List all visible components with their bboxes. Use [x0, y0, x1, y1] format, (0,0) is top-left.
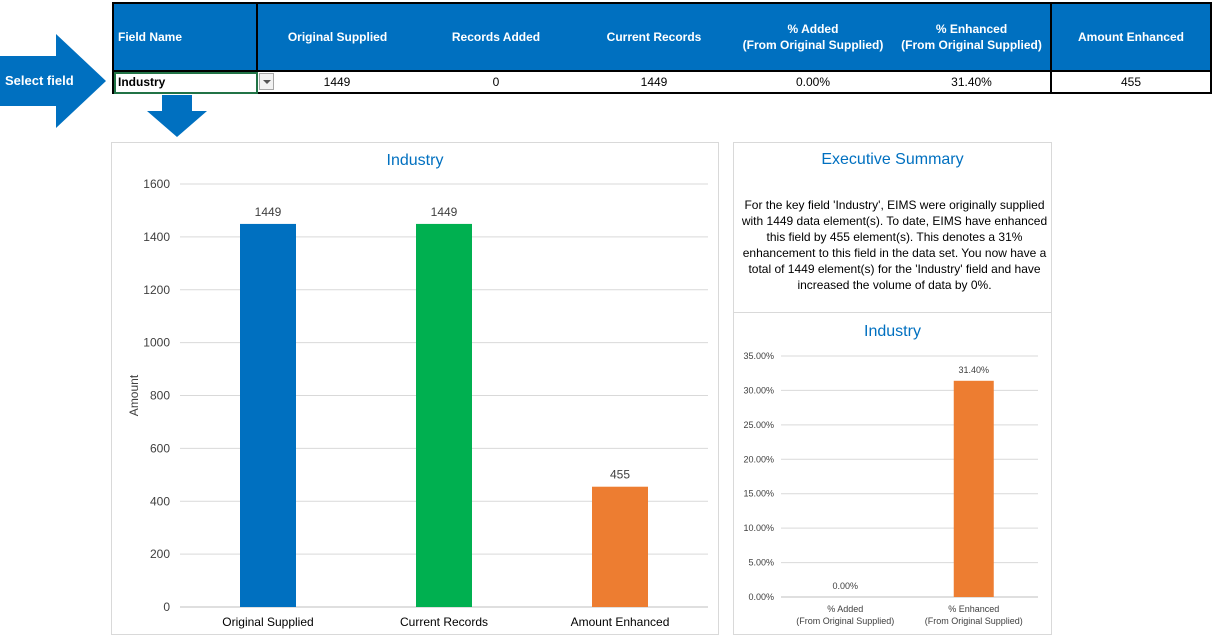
cell-pct-added: 0.00%	[733, 70, 893, 94]
percent-chart-svg: 0.00% 5.00% 10.00% 15.00% 20.00% 25.00% 30.00%…	[743, 351, 1038, 626]
y-tick-label: 0	[163, 600, 170, 614]
header-pct-enhanced-line1: % Enhanced	[935, 22, 1008, 36]
summary-text: For the key field 'Industry', EIMS were …	[741, 198, 1048, 292]
header-current-records: Current Records	[575, 2, 733, 71]
y-tick-label: 1200	[143, 283, 170, 297]
data-label: 455	[610, 468, 630, 482]
field-select-value: Industry	[118, 75, 166, 89]
cell-records-added: 0	[417, 70, 575, 94]
chevron-down-icon[interactable]	[259, 73, 274, 90]
y-tick-label: 1600	[143, 177, 170, 191]
y-tick-label: 5.00%	[748, 558, 774, 568]
percent-chart-title: Industry	[864, 323, 921, 340]
bar	[592, 486, 648, 607]
x-tick-label: Current Records	[400, 615, 488, 629]
cell-amount-enhanced: 455	[1051, 70, 1212, 94]
cell-pct-enhanced: 31.40%	[893, 70, 1052, 94]
y-tick-label: 10.00%	[743, 523, 774, 533]
bar	[240, 223, 296, 607]
data-label: 31.40%	[958, 365, 989, 375]
y-tick-label: 15.00%	[743, 489, 774, 499]
y-tick-label: 200	[150, 547, 170, 561]
y-axis-label: Amount	[127, 374, 141, 416]
data-label: 0.00%	[832, 581, 858, 591]
header-pct-enhanced-line2: (From Original Supplied)	[901, 38, 1042, 52]
x-tick-label: Original Supplied	[222, 615, 313, 629]
cell-current-records: 1449	[575, 70, 733, 94]
field-select-cell[interactable]: Industry	[112, 70, 274, 94]
table-header-row: Field Name Original Supplied Records Add…	[112, 2, 1212, 71]
header-pct-added: % Added (From Original Supplied)	[733, 2, 893, 71]
y-tick-label: 0.00%	[748, 592, 774, 602]
x-tick-label: (From Original Supplied)	[796, 616, 894, 626]
executive-summary-panel: Executive Summary For the key field 'Ind…	[733, 142, 1052, 313]
percent-chart-panel: Industry 0.00% 5.00% 10.00% 15.00% 20.00% 25.…	[733, 312, 1052, 635]
x-tick-label: % Added	[827, 604, 863, 614]
header-original-supplied: Original Supplied	[257, 2, 417, 71]
y-tick-label: 35.00%	[743, 351, 774, 361]
down-arrow-icon	[147, 95, 207, 142]
x-tick-label: (From Original Supplied)	[925, 616, 1023, 626]
bar	[416, 223, 472, 607]
y-tick-label: 20.00%	[743, 454, 774, 464]
main-chart-svg: 0 200 400 600 800 1000 1200 1400 1600 Amount 1449 O…	[127, 177, 708, 629]
main-chart-panel: Industry 0 200 400 600 800 1000 1200 1400 1600 Am…	[111, 142, 719, 635]
header-amount-enhanced: Amount Enhanced	[1051, 2, 1212, 71]
header-field-name: Field Name	[112, 2, 258, 71]
y-tick-label: 30.00%	[743, 385, 774, 395]
x-tick-label: Amount Enhanced	[571, 615, 670, 629]
header-pct-enhanced: % Enhanced (From Original Supplied)	[893, 2, 1052, 71]
bar	[953, 380, 994, 597]
y-tick-label: 1400	[143, 230, 170, 244]
y-tick-label: 1000	[143, 336, 170, 350]
header-pct-added-line2: (From Original Supplied)	[742, 38, 884, 52]
data-label: 1449	[255, 205, 282, 219]
select-field-arrow	[0, 34, 106, 128]
y-tick-label: 800	[150, 389, 170, 403]
y-tick-label: 600	[150, 441, 170, 455]
cell-selection-border	[114, 72, 258, 94]
x-tick-label: % Enhanced	[948, 604, 999, 614]
header-records-added: Records Added	[417, 2, 575, 71]
cell-original-supplied: 1449	[257, 70, 417, 94]
table-row: Industry 1449 0 1449 0.00% 31.40% 455	[112, 70, 1212, 94]
select-field-label: Select field	[5, 73, 74, 88]
y-tick-label: 400	[150, 494, 170, 508]
y-tick-label: 25.00%	[743, 420, 774, 430]
field-stats-table: Field Name Original Supplied Records Add…	[112, 2, 1212, 94]
header-pct-added-line1: % Added	[787, 22, 839, 36]
summary-title: Executive Summary	[821, 151, 964, 168]
main-chart-title: Industry	[386, 152, 444, 169]
data-label: 1449	[431, 205, 458, 219]
